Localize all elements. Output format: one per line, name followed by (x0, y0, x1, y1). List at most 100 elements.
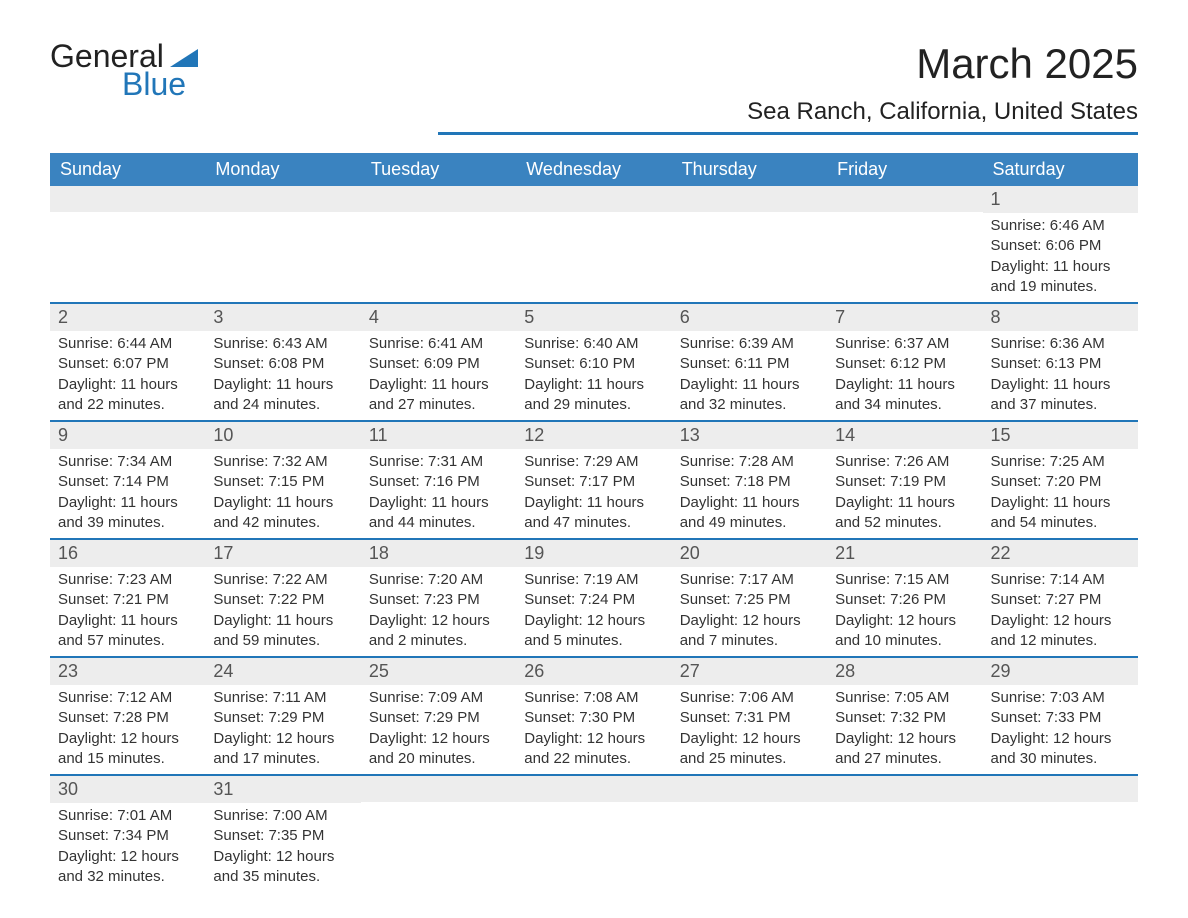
calendar-cell: 16Sunrise: 7:23 AMSunset: 7:21 PMDayligh… (50, 539, 205, 657)
day-number: 30 (50, 776, 205, 803)
calendar-cell: 11Sunrise: 7:31 AMSunset: 7:16 PMDayligh… (361, 421, 516, 539)
day-number: 13 (672, 422, 827, 449)
sunrise-text: Sunrise: 7:32 AM (213, 452, 352, 472)
daylight-text: Daylight: 12 hours and 30 minutes. (991, 729, 1130, 770)
sunrise-text: Sunrise: 7:15 AM (835, 570, 974, 590)
day-number (361, 186, 516, 212)
day-number: 16 (50, 540, 205, 567)
sunrise-text: Sunrise: 6:39 AM (680, 334, 819, 354)
sunrise-text: Sunrise: 7:34 AM (58, 452, 197, 472)
day-details: Sunrise: 6:40 AMSunset: 6:10 PMDaylight:… (516, 331, 671, 420)
day-number: 4 (361, 304, 516, 331)
title-block: March 2025 Sea Ranch, California, United… (438, 40, 1138, 135)
day-number: 28 (827, 658, 982, 685)
logo: General Blue (50, 40, 198, 100)
sunrise-text: Sunrise: 7:11 AM (213, 688, 352, 708)
daylight-text: Daylight: 11 hours and 32 minutes. (680, 375, 819, 416)
sunset-text: Sunset: 7:20 PM (991, 472, 1130, 492)
sunset-text: Sunset: 7:26 PM (835, 590, 974, 610)
calendar-cell (516, 775, 671, 892)
sunrise-text: Sunrise: 7:31 AM (369, 452, 508, 472)
day-details: Sunrise: 7:01 AMSunset: 7:34 PMDaylight:… (50, 803, 205, 892)
calendar-cell: 17Sunrise: 7:22 AMSunset: 7:22 PMDayligh… (205, 539, 360, 657)
sunset-text: Sunset: 6:08 PM (213, 354, 352, 374)
day-number: 2 (50, 304, 205, 331)
day-details: Sunrise: 7:09 AMSunset: 7:29 PMDaylight:… (361, 685, 516, 774)
calendar-cell: 8Sunrise: 6:36 AMSunset: 6:13 PMDaylight… (983, 303, 1138, 421)
sunset-text: Sunset: 7:31 PM (680, 708, 819, 728)
calendar-cell (516, 186, 671, 303)
sunset-text: Sunset: 6:07 PM (58, 354, 197, 374)
day-number: 19 (516, 540, 671, 567)
calendar-cell (827, 775, 982, 892)
day-number: 7 (827, 304, 982, 331)
calendar-cell: 7Sunrise: 6:37 AMSunset: 6:12 PMDaylight… (827, 303, 982, 421)
calendar-cell: 13Sunrise: 7:28 AMSunset: 7:18 PMDayligh… (672, 421, 827, 539)
day-number: 29 (983, 658, 1138, 685)
calendar-cell (361, 186, 516, 303)
day-details: Sunrise: 7:26 AMSunset: 7:19 PMDaylight:… (827, 449, 982, 538)
calendar-cell: 26Sunrise: 7:08 AMSunset: 7:30 PMDayligh… (516, 657, 671, 775)
day-details: Sunrise: 7:14 AMSunset: 7:27 PMDaylight:… (983, 567, 1138, 656)
sunrise-text: Sunrise: 6:37 AM (835, 334, 974, 354)
sunset-text: Sunset: 6:12 PM (835, 354, 974, 374)
calendar-cell: 12Sunrise: 7:29 AMSunset: 7:17 PMDayligh… (516, 421, 671, 539)
day-details: Sunrise: 7:20 AMSunset: 7:23 PMDaylight:… (361, 567, 516, 656)
sunrise-text: Sunrise: 6:41 AM (369, 334, 508, 354)
calendar-cell: 15Sunrise: 7:25 AMSunset: 7:20 PMDayligh… (983, 421, 1138, 539)
calendar-cell: 23Sunrise: 7:12 AMSunset: 7:28 PMDayligh… (50, 657, 205, 775)
sunrise-text: Sunrise: 7:00 AM (213, 806, 352, 826)
daylight-text: Daylight: 12 hours and 12 minutes. (991, 611, 1130, 652)
day-header: Sunday (50, 153, 205, 186)
day-number: 14 (827, 422, 982, 449)
calendar-week-row: 9Sunrise: 7:34 AMSunset: 7:14 PMDaylight… (50, 421, 1138, 539)
day-header: Tuesday (361, 153, 516, 186)
day-number: 26 (516, 658, 671, 685)
day-details: Sunrise: 7:15 AMSunset: 7:26 PMDaylight:… (827, 567, 982, 656)
calendar-cell (205, 186, 360, 303)
day-number: 18 (361, 540, 516, 567)
daylight-text: Daylight: 11 hours and 59 minutes. (213, 611, 352, 652)
sunrise-text: Sunrise: 7:25 AM (991, 452, 1130, 472)
sunrise-text: Sunrise: 7:28 AM (680, 452, 819, 472)
calendar-cell (827, 186, 982, 303)
sunset-text: Sunset: 7:21 PM (58, 590, 197, 610)
day-details (361, 802, 516, 874)
sunrise-text: Sunrise: 7:09 AM (369, 688, 508, 708)
day-number: 1 (983, 186, 1138, 213)
day-header: Wednesday (516, 153, 671, 186)
sunset-text: Sunset: 7:17 PM (524, 472, 663, 492)
calendar-week-row: 30Sunrise: 7:01 AMSunset: 7:34 PMDayligh… (50, 775, 1138, 892)
day-details: Sunrise: 7:00 AMSunset: 7:35 PMDaylight:… (205, 803, 360, 892)
daylight-text: Daylight: 12 hours and 2 minutes. (369, 611, 508, 652)
daylight-text: Daylight: 12 hours and 35 minutes. (213, 847, 352, 888)
daylight-text: Daylight: 12 hours and 7 minutes. (680, 611, 819, 652)
calendar-cell: 19Sunrise: 7:19 AMSunset: 7:24 PMDayligh… (516, 539, 671, 657)
sunset-text: Sunset: 7:23 PM (369, 590, 508, 610)
calendar-cell (50, 186, 205, 303)
daylight-text: Daylight: 11 hours and 57 minutes. (58, 611, 197, 652)
day-header: Thursday (672, 153, 827, 186)
daylight-text: Daylight: 12 hours and 22 minutes. (524, 729, 663, 770)
header: General Blue March 2025 Sea Ranch, Calif… (50, 40, 1138, 135)
calendar-cell (983, 775, 1138, 892)
sunrise-text: Sunrise: 7:08 AM (524, 688, 663, 708)
day-header: Monday (205, 153, 360, 186)
calendar-cell: 18Sunrise: 7:20 AMSunset: 7:23 PMDayligh… (361, 539, 516, 657)
day-number: 8 (983, 304, 1138, 331)
sunset-text: Sunset: 6:11 PM (680, 354, 819, 374)
day-details (50, 212, 205, 284)
logo-triangle-icon (170, 49, 198, 67)
sunrise-text: Sunrise: 7:17 AM (680, 570, 819, 590)
day-number: 6 (672, 304, 827, 331)
daylight-text: Daylight: 11 hours and 29 minutes. (524, 375, 663, 416)
day-details (983, 802, 1138, 874)
day-details: Sunrise: 6:37 AMSunset: 6:12 PMDaylight:… (827, 331, 982, 420)
sunrise-text: Sunrise: 6:46 AM (991, 216, 1130, 236)
day-details: Sunrise: 7:03 AMSunset: 7:33 PMDaylight:… (983, 685, 1138, 774)
sunset-text: Sunset: 7:35 PM (213, 826, 352, 846)
day-details: Sunrise: 6:41 AMSunset: 6:09 PMDaylight:… (361, 331, 516, 420)
calendar-cell (672, 186, 827, 303)
day-details (827, 212, 982, 284)
daylight-text: Daylight: 11 hours and 22 minutes. (58, 375, 197, 416)
